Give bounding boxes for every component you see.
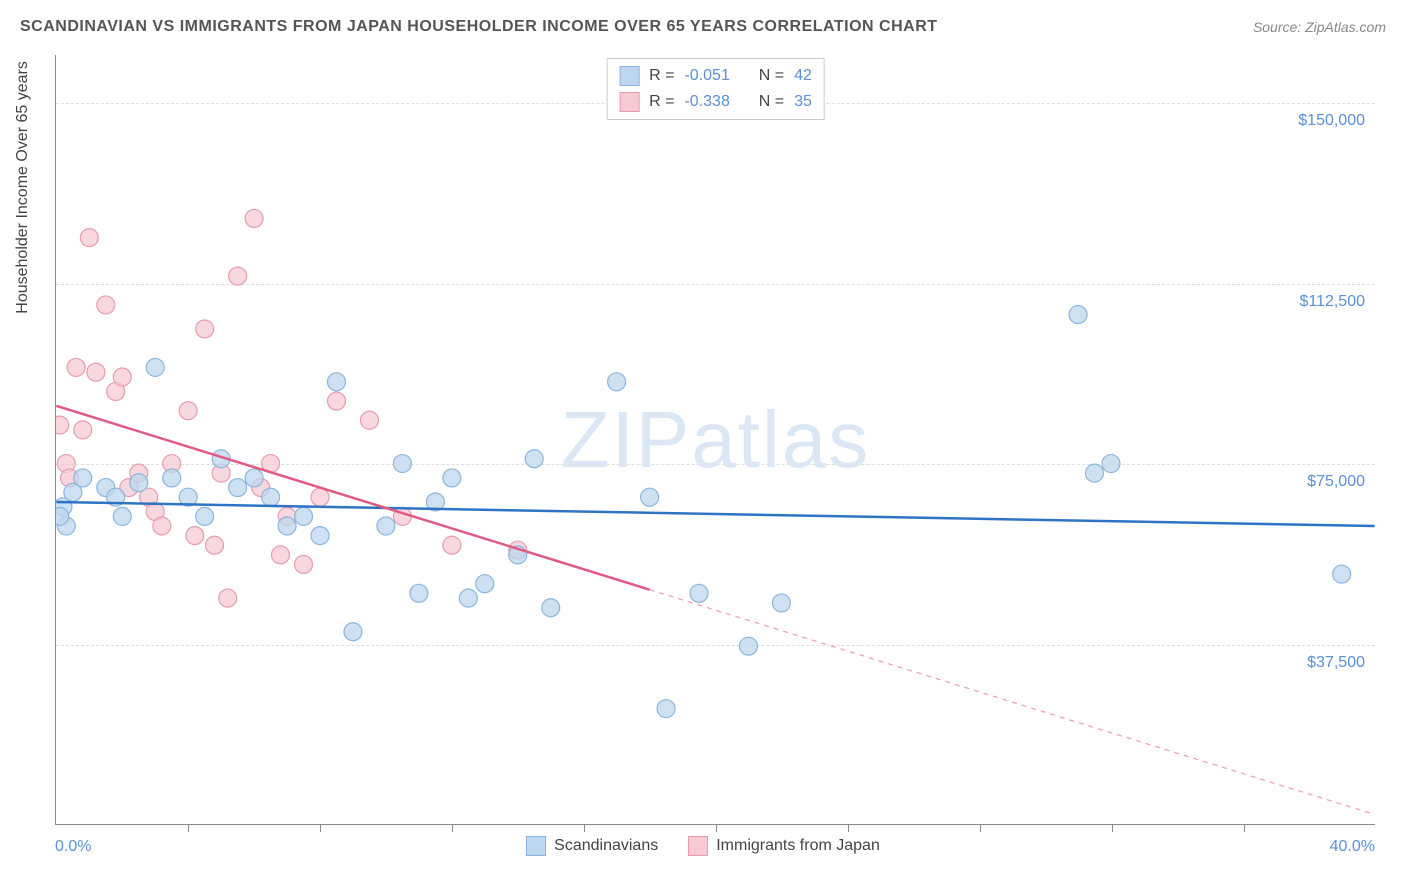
- chart-title: SCANDINAVIAN VS IMMIGRANTS FROM JAPAN HO…: [20, 18, 938, 36]
- series-legend: Scandinavians Immigrants from Japan: [0, 836, 1406, 856]
- source-label: Source: ZipAtlas.com: [1253, 19, 1386, 35]
- swatch-a: [619, 66, 639, 86]
- swatch-a-icon: [526, 836, 546, 856]
- corr-row-b: R = -0.338 N = 35: [619, 89, 812, 115]
- swatch-b-icon: [688, 836, 708, 856]
- legend-label-b: Immigrants from Japan: [716, 837, 880, 855]
- legend-label-a: Scandinavians: [554, 837, 658, 855]
- swatch-b: [619, 92, 639, 112]
- legend-item-b: Immigrants from Japan: [688, 836, 880, 856]
- plot-area: ZIPatlas R = -0.051 N = 42 R = -0.338 N …: [55, 55, 1375, 825]
- plot-svg: [56, 55, 1375, 824]
- correlation-legend: R = -0.051 N = 42 R = -0.338 N = 35: [606, 58, 825, 120]
- corr-row-a: R = -0.051 N = 42: [619, 63, 812, 89]
- y-axis-title: Householder Income Over 65 years: [14, 61, 32, 314]
- legend-item-a: Scandinavians: [526, 836, 658, 856]
